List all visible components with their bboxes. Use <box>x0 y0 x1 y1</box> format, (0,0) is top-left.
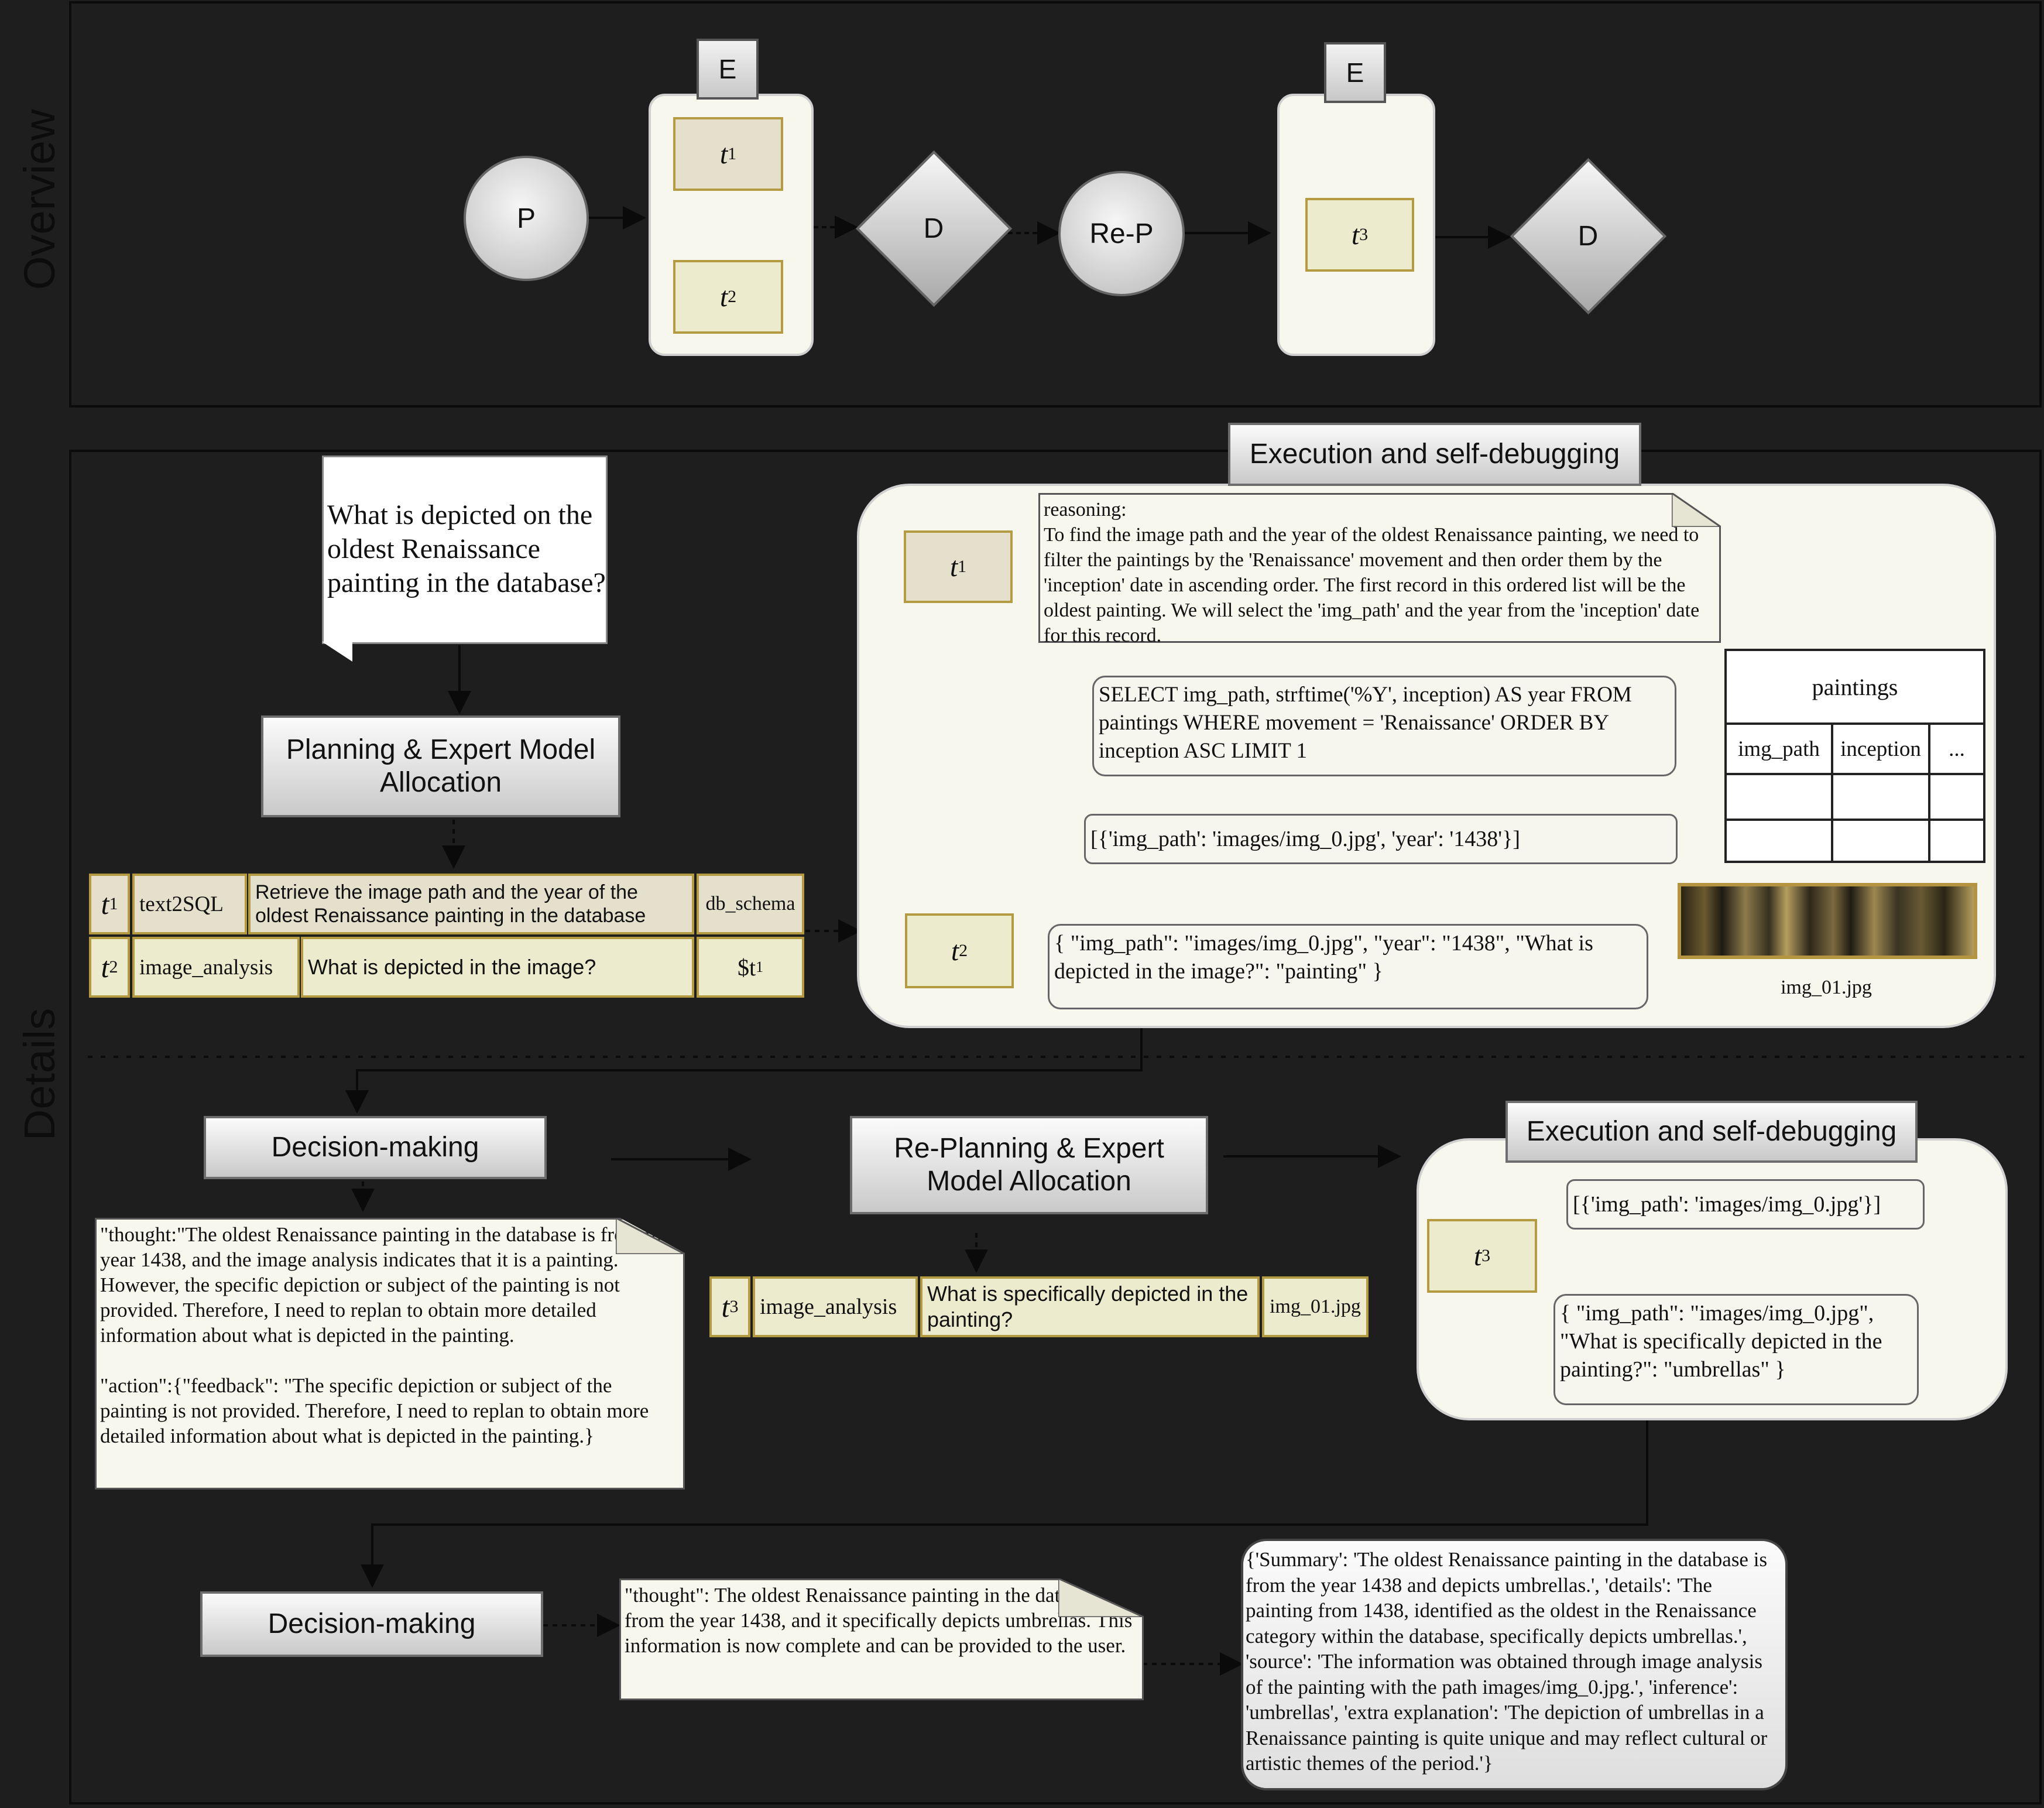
paintings-table: paintings img_path inception ... <box>1724 649 1985 863</box>
exec2-output-box: { "img_path": "images/img_0.jpg", "What … <box>1553 1294 1919 1405</box>
overview-section-label: Overview <box>15 109 64 290</box>
execution-title-2: Execution and self-debugging <box>1505 1101 1918 1163</box>
exec1-output-box: { "img_path": "images/img_0.jpg", "year"… <box>1048 924 1648 1009</box>
paintings-col-2: inception <box>1840 737 1921 761</box>
plan-model-t1: text2SQL <box>132 874 247 934</box>
decision-note-fold-2 <box>1058 1578 1144 1617</box>
replanner-node: Re-P <box>1058 171 1185 296</box>
plan-desc-t1: Retrieve the image path and the year of … <box>248 874 694 934</box>
exec2-input-box: [{'img_path': 'images/img_0.jpg'}] <box>1566 1179 1925 1230</box>
paintings-col-1: img_path <box>1738 737 1820 761</box>
decision-thought-note-1: "thought:"The oldest Renaissance paintin… <box>95 1218 685 1489</box>
execution-title-1: Execution and self-debugging <box>1228 423 1641 486</box>
replan-model-t3: image_analysis <box>753 1276 918 1337</box>
reasoning-note-fold <box>1672 493 1721 527</box>
reasoning-note: reasoning: To find the image path and th… <box>1038 493 1721 643</box>
sql-result-box: [{'img_path': 'images/img_0.jpg', 'year'… <box>1084 814 1678 864</box>
painting-thumbnail-caption: img_01.jpg <box>1781 977 1872 998</box>
plan-model-t2: image_analysis <box>132 937 300 998</box>
plan-input-t2: $t 1 <box>697 937 804 998</box>
replan-desc-t3: What is specifically depicted in the pai… <box>920 1276 1260 1337</box>
plan-desc-t2: What is depicted in the image? <box>301 937 694 998</box>
final-summary-box: {'Summary': 'The oldest Renaissance pain… <box>1241 1539 1788 1790</box>
question-text: What is depicted on the oldest Renaissan… <box>327 499 606 598</box>
executor-label-2: E <box>1324 42 1386 103</box>
question-bubble-tail <box>322 642 352 662</box>
decision-thought-note-2: "thought": The oldest Renaissance painti… <box>619 1578 1144 1700</box>
decision-making-title-2: Decision-making <box>200 1591 543 1657</box>
plan-input-t1: db_schema <box>697 874 804 934</box>
planning-title-box: Planning & Expert Model Allocation <box>261 715 620 817</box>
paintings-table-name: paintings <box>1812 673 1898 700</box>
replanning-title-box: Re-Planning & Expert Model Allocation <box>850 1116 1208 1214</box>
replan-input-t3: img_01.jpg <box>1262 1276 1369 1337</box>
paintings-col-3: ... <box>1949 737 1965 761</box>
painting-thumbnail <box>1678 883 1977 959</box>
executor-label-1: E <box>697 39 759 100</box>
question-bubble: What is depicted on the oldest Renaissan… <box>322 456 608 644</box>
planner-node: P <box>464 156 589 281</box>
details-section-label: Details <box>15 1008 64 1141</box>
decision-making-title-1: Decision-making <box>204 1116 547 1179</box>
details-frame <box>69 450 2042 1804</box>
decision-note-fold-1 <box>616 1218 685 1254</box>
decision-node-1: D <box>855 149 1013 307</box>
overview-frame <box>69 1 2042 408</box>
sql-query-box: SELECT img_path, strftime('%Y', inceptio… <box>1092 676 1676 776</box>
decision-node-2: D <box>1509 157 1667 315</box>
